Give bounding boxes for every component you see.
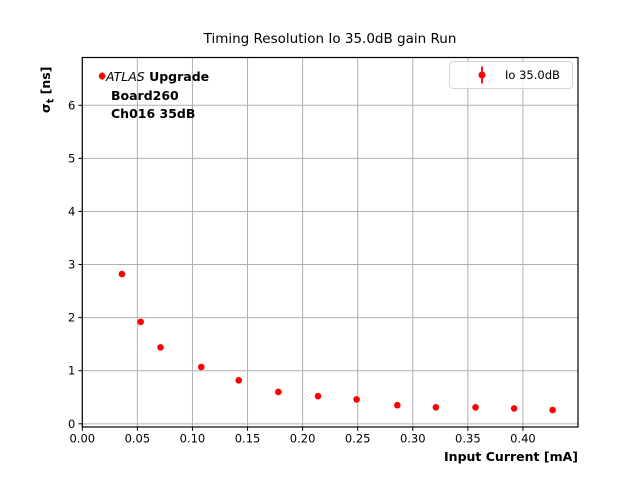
data-point	[510, 405, 518, 412]
data-point	[157, 344, 164, 351]
x-tick-label: 0.20	[290, 432, 316, 446]
chart-title: Timing Resolution Io 35.0dB gain Run	[203, 31, 457, 47]
x-tick-label: 0.40	[510, 432, 536, 446]
legend-marker-dot	[478, 71, 486, 79]
y-tick-label: 5	[68, 151, 75, 165]
data-point	[98, 72, 106, 80]
x-tick-label: 0.25	[345, 432, 371, 446]
x-tick-label: 0.30	[400, 432, 426, 446]
data-point	[235, 376, 243, 384]
errorbar-marker-icon	[478, 66, 486, 84]
data-point	[353, 396, 360, 403]
x-tick-label: 0.15	[235, 432, 261, 446]
y-axis-label: σt [ns]	[38, 67, 57, 113]
annotation-line-2: Board260	[111, 87, 179, 103]
data-point	[549, 406, 556, 414]
y-tick-label: 6	[68, 98, 75, 112]
data-point	[314, 392, 322, 400]
data-point	[137, 318, 144, 326]
y-tick-label: 2	[68, 311, 75, 325]
x-axis-label: Input Current [mA]	[444, 449, 578, 464]
x-tick-label: 0.05	[125, 432, 151, 446]
x-tick-label: 0.10	[180, 432, 206, 446]
data-point	[394, 401, 401, 409]
upgrade-bold-text: Upgrade	[144, 69, 210, 84]
y-tick-label: 4	[68, 204, 75, 218]
atlas-italic-text: ATLAS	[106, 69, 145, 84]
atlas-annotation: ATLAS Upgrade Board260 Ch016 35dB	[106, 68, 209, 124]
ylabel-subscript: t	[45, 98, 57, 104]
x-tick-label: 0.00	[69, 432, 95, 446]
annotation-line-3: Ch016 35dB	[111, 106, 196, 121]
y-tick-label: 0	[68, 417, 75, 431]
y-tick-label: 1	[68, 364, 75, 378]
data-point	[275, 388, 282, 396]
ylabel-units: [ns]	[38, 66, 53, 99]
data-point	[472, 404, 479, 411]
y-tick-label: 3	[68, 258, 75, 272]
data-point	[118, 270, 126, 278]
data-point	[432, 404, 440, 411]
legend-box: Io 35.0dB	[449, 61, 573, 89]
legend-label: Io 35.0dB	[505, 68, 560, 82]
ylabel-sigma: σ	[38, 103, 53, 113]
axes-border	[81, 56, 579, 428]
data-point	[197, 363, 205, 371]
annotation-line-1: ATLAS Upgrade	[106, 68, 209, 87]
x-tick-label: 0.35	[455, 432, 481, 446]
